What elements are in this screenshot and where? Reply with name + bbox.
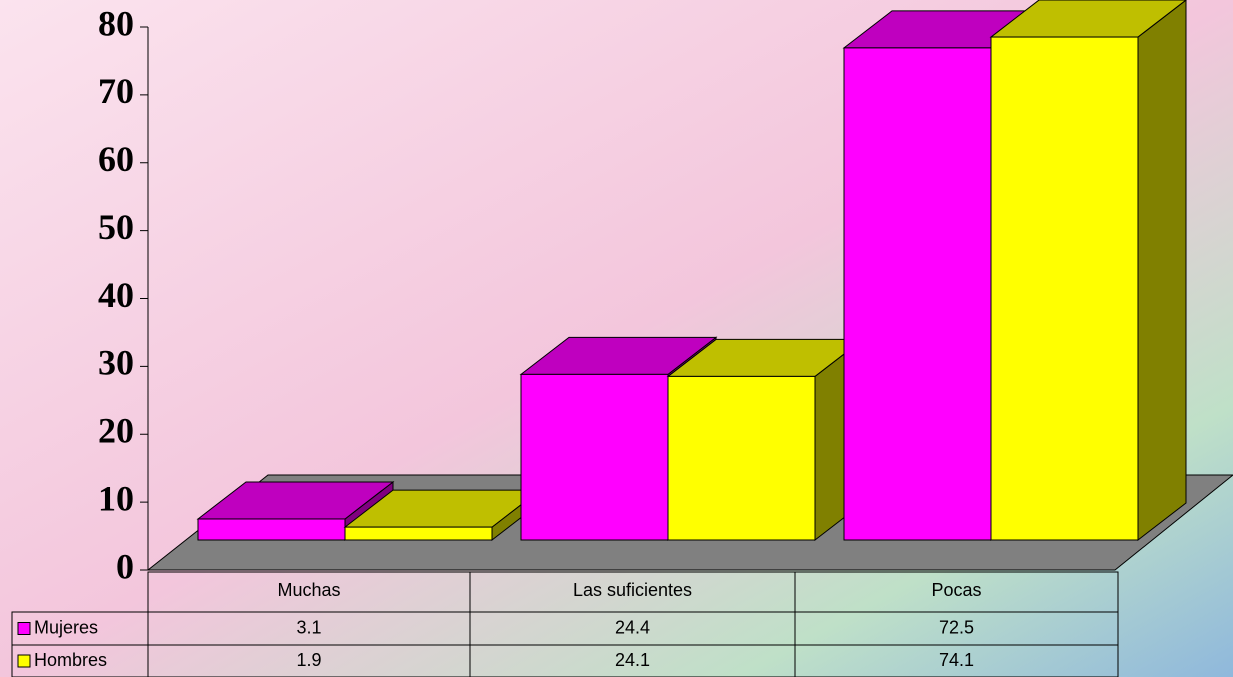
legend-label: Hombres xyxy=(34,650,107,670)
table-value: 1.9 xyxy=(296,650,321,670)
table-value: 3.1 xyxy=(296,617,321,637)
bar xyxy=(521,374,668,540)
bar xyxy=(991,37,1138,540)
bar xyxy=(668,376,815,540)
table-value: 24.1 xyxy=(615,650,650,670)
table-value: 24.4 xyxy=(615,617,650,637)
y-tick-label: 70 xyxy=(98,71,134,111)
bar xyxy=(198,519,345,540)
y-tick-label: 0 xyxy=(116,546,134,586)
bar xyxy=(345,527,492,540)
y-tick-label: 10 xyxy=(98,478,134,518)
y-tick-label: 60 xyxy=(98,139,134,179)
category-label: Pocas xyxy=(931,580,981,600)
legend-label: Mujeres xyxy=(34,617,98,637)
y-tick-label: 30 xyxy=(98,343,134,383)
chart: 0 10 20 30 40 50 60 70 80 Muchas Las suficientes Po… xyxy=(0,0,1233,677)
table-value: 72.5 xyxy=(939,617,974,637)
table-value: 74.1 xyxy=(939,650,974,670)
bar-side xyxy=(1138,0,1186,540)
y-tick-label: 50 xyxy=(98,207,134,247)
category-label: Muchas xyxy=(277,580,340,600)
y-tick-label: 40 xyxy=(98,275,134,315)
legend-swatch xyxy=(18,623,30,635)
category-label: Las suficientes xyxy=(573,580,692,600)
legend-swatch xyxy=(18,655,30,667)
y-tick-label: 80 xyxy=(98,3,134,43)
y-tick-label: 20 xyxy=(98,411,134,451)
bar xyxy=(844,48,991,540)
